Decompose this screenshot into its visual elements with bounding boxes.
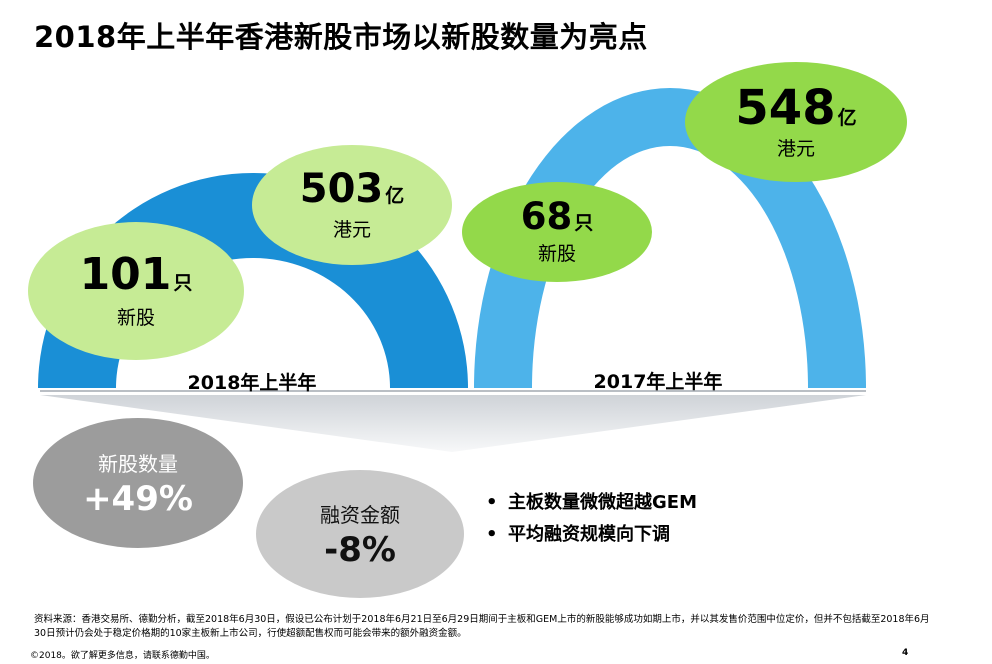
stat-ipo-count-value: +49% [83, 478, 193, 519]
page-title: 2018年上半年香港新股市场以新股数量为亮点 [34, 20, 648, 54]
stat-funds-label: 融资金额 [320, 502, 400, 527]
source-note: 资料来源：香港交易所、德勤分析，截至2018年6月30日，假设已公布计划于201… [34, 614, 930, 639]
ipo-count-2018-caption: 新股 [116, 306, 155, 329]
stat-funds-change: 融资金额 -8% [256, 470, 464, 598]
ipo-count-2018-value: 101 只 [79, 248, 193, 300]
bullet-item: • 主板数量微微超越GEM [486, 492, 697, 513]
ipo-count-2017-value: 68 只 [520, 195, 594, 238]
bullet-list: • 主板数量微微超越GEM • 平均融资规模向下调 [486, 488, 697, 552]
stat-funds-value: -8% [324, 529, 396, 570]
funds-2017-value: 548 亿 [735, 79, 857, 136]
stat-ipo-count-change: 新股数量 +49% [33, 418, 243, 548]
ipo-count-2017-caption: 新股 [537, 243, 576, 265]
bubble-2018-ipo-count: 101 只 新股 [28, 222, 244, 360]
bubble-2017-ipo-count: 68 只 新股 [462, 182, 652, 282]
footer-copyright: ©2018。欲了解更多信息，请联系德勤中国。 [30, 651, 215, 661]
funds-2018-caption: 港元 [332, 218, 371, 241]
arch-2018-label: 2018年上半年 [187, 372, 317, 394]
funds-2017-caption: 港元 [776, 137, 815, 160]
bubble-2018-funds: 503 亿 港元 [252, 145, 452, 265]
funnel-shape [40, 395, 866, 452]
funds-2018-value: 503 亿 [299, 165, 405, 212]
bullet-item: • 平均融资规模向下调 [486, 524, 670, 545]
bubble-2017-funds: 548 亿 港元 [685, 62, 907, 182]
stat-ipo-count-label: 新股数量 [98, 451, 178, 476]
arch-2017-label: 2017年上半年 [593, 371, 723, 393]
page-number: 4 [902, 648, 909, 658]
